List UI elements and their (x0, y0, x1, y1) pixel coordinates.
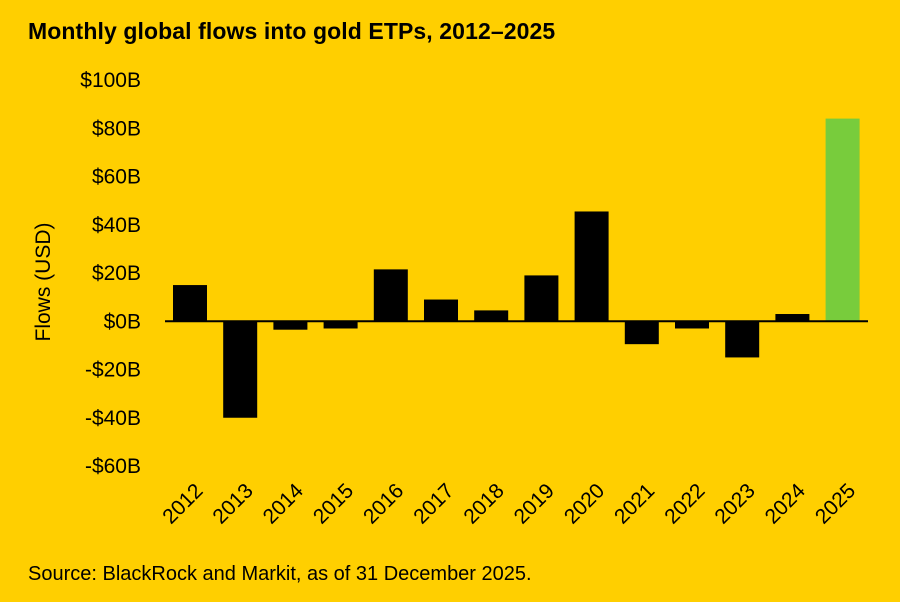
chart-title: Monthly global flows into gold ETPs, 201… (28, 18, 556, 44)
x-tick-label-2014: 2014 (259, 479, 309, 529)
bar-2024 (775, 314, 810, 322)
y-axis-title: Flows (USD) (32, 223, 55, 342)
bar-2015 (323, 321, 358, 329)
bar-2018 (474, 310, 509, 322)
x-tick-label-2023: 2023 (710, 479, 759, 528)
x-tick-label-2020: 2020 (560, 479, 609, 528)
x-tick-label-2019: 2019 (510, 479, 559, 528)
x-tick-labels: 2012 2013 2014 2015 2016 2017 2018 2019 2020 2021… (158, 479, 860, 529)
bar-2012 (173, 285, 207, 322)
y-tick-label: $100B (80, 69, 141, 92)
y-tick-label: $20B (92, 262, 141, 285)
y-tick-label: -$40B (85, 407, 141, 430)
x-tick-label-2024: 2024 (761, 479, 811, 529)
x-tick-label-2018: 2018 (459, 479, 508, 528)
x-tick-label-2015: 2015 (309, 479, 358, 528)
bar-2021 (624, 321, 659, 345)
bar-2017 (424, 299, 458, 322)
bars (173, 118, 860, 418)
y-tick-label: -$60B (85, 455, 141, 478)
bar-2022 (675, 321, 709, 329)
x-tick-label-2025: 2025 (811, 479, 860, 528)
x-tick-label-2021: 2021 (610, 479, 659, 528)
bar-2020 (574, 211, 609, 322)
x-tick-label-2013: 2013 (208, 479, 257, 528)
source-note: Source: BlackRock and Markit, as of 31 D… (28, 563, 532, 585)
x-tick-label-2012: 2012 (158, 479, 207, 528)
x-tick-label-2017: 2017 (409, 479, 458, 528)
y-tick-label: $60B (92, 166, 141, 189)
y-tick-label: $40B (92, 214, 141, 237)
bar-2013 (223, 321, 258, 418)
bar-2025 (825, 118, 860, 322)
bar-2014 (273, 321, 308, 330)
y-tick-label: -$20B (85, 359, 141, 382)
bar-2023 (725, 321, 760, 358)
bar-2019 (524, 275, 559, 322)
y-tick-labels: $100B $80B $60B $40B $20B $0B -$20B -$40B -$60B (80, 69, 141, 478)
x-tick-label-2022: 2022 (660, 479, 709, 528)
y-tick-label: $0B (104, 310, 141, 333)
x-tick-label-2016: 2016 (359, 479, 408, 528)
y-tick-label: $80B (92, 117, 141, 140)
bar-2016 (373, 269, 408, 322)
